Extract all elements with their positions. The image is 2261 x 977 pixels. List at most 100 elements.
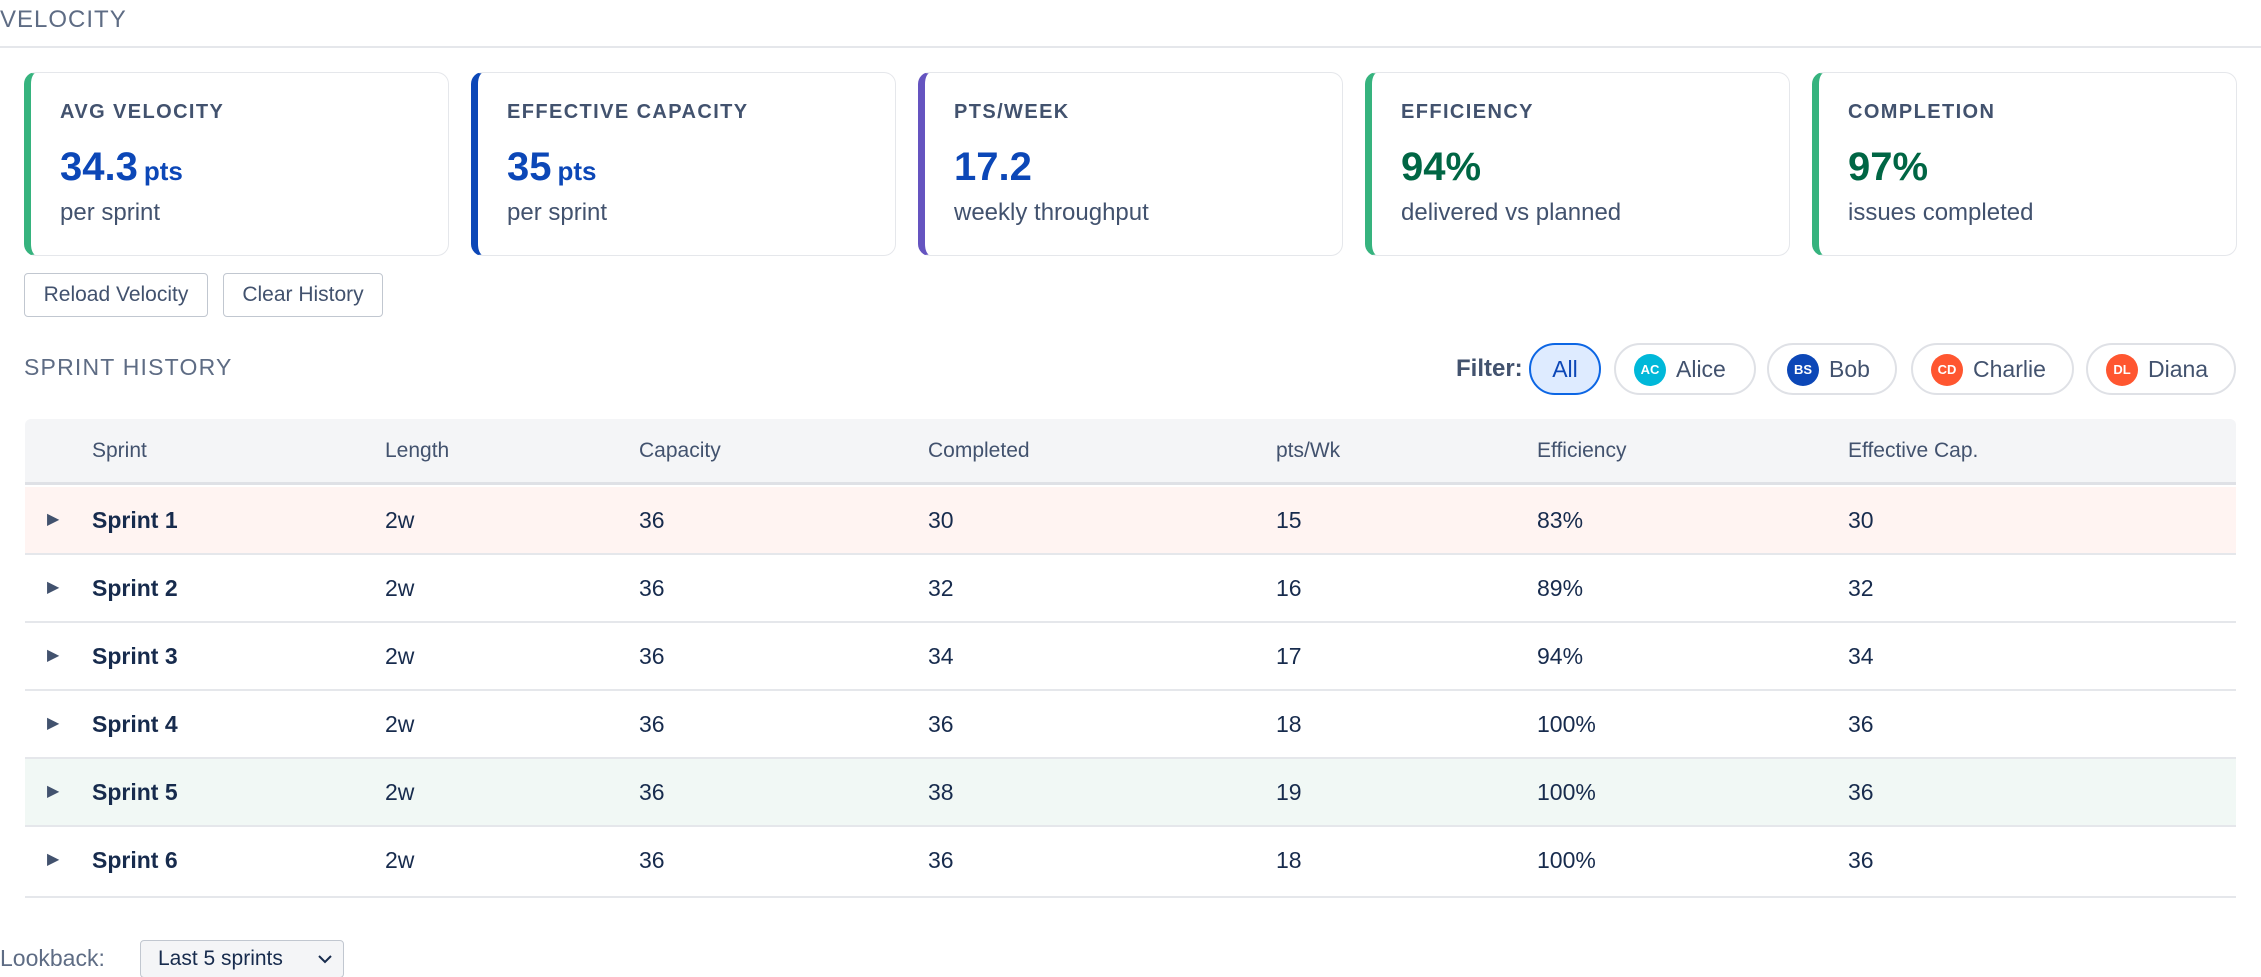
cell-effective-cap: 32 xyxy=(1848,575,1874,601)
metric-subtext: per sprint xyxy=(60,199,161,226)
metric-number: 35 xyxy=(507,145,552,189)
cell-pts-wk: 18 xyxy=(1276,847,1302,873)
column-header-length[interactable]: Length xyxy=(385,439,450,462)
cell-pts-wk: 18 xyxy=(1276,711,1302,737)
cell-completed: 32 xyxy=(928,575,954,601)
filter-chip-label: Bob xyxy=(1829,356,1870,382)
avatar: CD xyxy=(1931,354,1963,386)
metric-label: EFFECTIVE CAPACITY xyxy=(507,101,749,123)
cell-completed: 38 xyxy=(928,779,954,805)
column-header-completed[interactable]: Completed xyxy=(928,439,1030,462)
cell-pts-wk: 16 xyxy=(1276,575,1302,601)
cell-pts-wk: 17 xyxy=(1276,643,1302,669)
cell-efficiency: 89% xyxy=(1537,575,1584,601)
caret-right-icon[interactable]: ▶ xyxy=(47,851,60,868)
filter-label: Filter: xyxy=(1456,355,1523,382)
table-row[interactable]: ▶ Sprint 6 2w 36 36 18 100% 36 xyxy=(25,827,2236,895)
page-title: VELOCITY xyxy=(0,6,127,33)
metric-card-effective-capacity: EFFECTIVE CAPACITY 35 pts per sprint xyxy=(471,72,896,256)
cell-length: 2w xyxy=(385,779,415,805)
avatar: BS xyxy=(1787,354,1819,386)
caret-right-icon[interactable]: ▶ xyxy=(47,647,60,664)
cell-length: 2w xyxy=(385,507,415,533)
caret-right-icon[interactable]: ▶ xyxy=(47,715,60,732)
cell-completed: 30 xyxy=(928,507,954,533)
cell-sprint: Sprint 4 xyxy=(92,711,178,737)
metric-value: 34.3 pts xyxy=(60,141,183,197)
column-header-efficiency[interactable]: Efficiency xyxy=(1537,439,1627,462)
cell-sprint: Sprint 1 xyxy=(92,507,178,533)
column-header-effective-cap[interactable]: Effective Cap. xyxy=(1848,439,1979,462)
cell-efficiency: 83% xyxy=(1537,507,1584,533)
filter-chip-alice[interactable]: AC Alice xyxy=(1614,343,1756,395)
table-header: Sprint Length Capacity Completed pts/Wk … xyxy=(25,419,2236,485)
column-header-sprint[interactable]: Sprint xyxy=(92,439,147,462)
cell-capacity: 36 xyxy=(639,711,665,737)
filter-chip-label: Diana xyxy=(2148,356,2209,382)
cell-sprint: Sprint 3 xyxy=(92,643,178,669)
cell-capacity: 36 xyxy=(639,847,665,873)
metric-label: PTS/WEEK xyxy=(954,101,1070,123)
cell-efficiency: 100% xyxy=(1537,847,1596,873)
cell-pts-wk: 19 xyxy=(1276,779,1302,805)
cell-sprint: Sprint 6 xyxy=(92,847,178,873)
column-header-pts-wk[interactable]: pts/Wk xyxy=(1276,439,1341,462)
metric-label: COMPLETION xyxy=(1848,101,1996,123)
metric-card-efficiency: EFFICIENCY 94% delivered vs planned xyxy=(1365,72,1790,256)
metric-unit: pts xyxy=(557,156,597,186)
cell-capacity: 36 xyxy=(639,643,665,669)
metric-card-avg-velocity: AVG VELOCITY 34.3 pts per sprint xyxy=(24,72,449,256)
filter-chip-diana[interactable]: DL Diana xyxy=(2086,343,2236,395)
metric-cards: AVG VELOCITY 34.3 pts per sprint EFFECTIV… xyxy=(24,72,2237,256)
cell-pts-wk: 15 xyxy=(1276,507,1302,533)
metric-number: 17.2 xyxy=(954,145,1032,189)
avatar: AC xyxy=(1634,354,1666,386)
caret-right-icon[interactable]: ▶ xyxy=(47,783,60,800)
metric-number: 97% xyxy=(1848,145,1929,189)
cell-effective-cap: 36 xyxy=(1848,847,1874,873)
cell-effective-cap: 30 xyxy=(1848,507,1874,533)
filter-chip-bob[interactable]: BS Bob xyxy=(1767,343,1897,395)
cell-efficiency: 100% xyxy=(1537,779,1596,805)
metric-label: EFFICIENCY xyxy=(1401,101,1534,123)
cell-completed: 36 xyxy=(928,847,954,873)
filter-chip-charlie[interactable]: CD Charlie xyxy=(1911,343,2074,395)
metric-subtext: issues completed xyxy=(1848,199,2034,226)
cell-sprint: Sprint 2 xyxy=(92,575,178,601)
cell-capacity: 36 xyxy=(639,575,665,601)
caret-right-icon[interactable]: ▶ xyxy=(47,511,60,528)
column-header-capacity[interactable]: Capacity xyxy=(639,439,721,462)
metric-value: 35 pts xyxy=(507,141,597,197)
table-row[interactable]: ▶ Sprint 1 2w 36 30 15 83% 30 xyxy=(25,487,2236,555)
cell-completed: 36 xyxy=(928,711,954,737)
filter-chip-label: Alice xyxy=(1676,356,1726,382)
clear-history-button[interactable]: Clear History xyxy=(223,273,383,317)
metric-value: 97% xyxy=(1848,141,1928,193)
reload-velocity-button[interactable]: Reload Velocity xyxy=(24,273,208,317)
cell-length: 2w xyxy=(385,643,415,669)
table-row[interactable]: ▶ Sprint 2 2w 36 32 16 89% 32 xyxy=(25,555,2236,623)
cell-effective-cap: 34 xyxy=(1848,643,1874,669)
metric-unit: pts xyxy=(143,156,183,186)
filter-chip-label: Charlie xyxy=(1973,356,2046,382)
cell-effective-cap: 36 xyxy=(1848,711,1874,737)
cell-length: 2w xyxy=(385,575,415,601)
table-row[interactable]: ▶ Sprint 4 2w 36 36 18 100% 36 xyxy=(25,691,2236,759)
lookback-select[interactable]: Last 5 sprints xyxy=(140,940,344,977)
table-row[interactable]: ▶ Sprint 3 2w 36 34 17 94% 34 xyxy=(25,623,2236,691)
cell-capacity: 36 xyxy=(639,507,665,533)
filter-chip-all[interactable]: All xyxy=(1529,343,1601,395)
metric-value: 94% xyxy=(1401,141,1481,193)
cell-length: 2w xyxy=(385,847,415,873)
metric-number: 34.3 xyxy=(60,145,138,189)
chevron-down-icon xyxy=(318,955,332,964)
metric-card-pts-week: PTS/WEEK 17.2 weekly throughput xyxy=(918,72,1343,256)
cell-efficiency: 94% xyxy=(1537,643,1584,669)
metric-number: 94% xyxy=(1401,145,1482,189)
caret-right-icon[interactable]: ▶ xyxy=(47,579,60,596)
metric-subtext: per sprint xyxy=(507,199,608,226)
metric-subtext: delivered vs planned xyxy=(1401,199,1622,226)
cell-effective-cap: 36 xyxy=(1848,779,1874,805)
table-row[interactable]: ▶ Sprint 5 2w 36 38 19 100% 36 xyxy=(25,759,2236,827)
cell-length: 2w xyxy=(385,711,415,737)
